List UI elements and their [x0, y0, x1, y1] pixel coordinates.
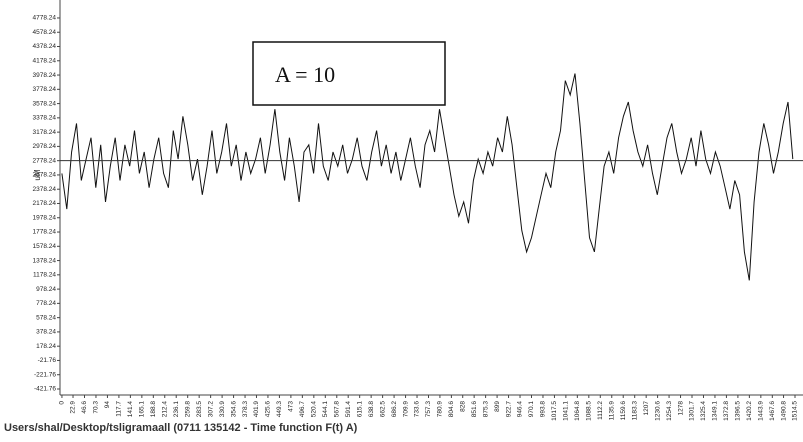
x-tick-label: 1017.5	[551, 401, 558, 421]
y-tick-label: 4778.24	[33, 15, 57, 22]
y-tick-label: 1978.24	[33, 214, 57, 221]
x-tick-label: 212.4	[161, 401, 168, 418]
x-tick-label: 46.6	[81, 401, 88, 414]
x-tick-label: 0	[59, 401, 66, 405]
x-tick-label: 1159.6	[620, 401, 627, 421]
x-tick-label: 1514.5	[792, 401, 799, 421]
x-tick-label: 1325.4	[700, 401, 707, 421]
y-tick-label: 1178.24	[33, 272, 56, 279]
x-tick-label: 1490.8	[780, 401, 787, 421]
x-tick-label: 1230.6	[654, 401, 661, 421]
x-tick-label: 236.1	[173, 401, 180, 418]
x-tick-label: 899	[494, 401, 501, 412]
x-tick-label: 401.9	[253, 401, 260, 418]
y-tick-label: 1578.24	[33, 243, 57, 250]
y-tick-label: 978.24	[36, 286, 56, 293]
x-tick-label: 188.8	[150, 401, 157, 418]
x-tick-label: 544.1	[322, 401, 329, 418]
y-tick-label: -21.76	[38, 357, 57, 364]
x-tick-label: 1112.2	[597, 401, 604, 420]
x-tick-label: 425.6	[265, 401, 272, 418]
y-tick-label: 2778.24	[33, 157, 57, 164]
y-tick-label: 2578.24	[33, 172, 57, 179]
x-tick-label: 141.4	[127, 401, 134, 418]
y-tick-label: 778.24	[36, 300, 56, 307]
x-tick-label: 780.9	[437, 401, 444, 418]
x-tick-label: 1396.5	[735, 401, 742, 421]
caption: Users/shal/Desktop/tsligramaall (0711 13…	[4, 422, 358, 434]
x-tick-label: 496.7	[299, 401, 306, 418]
x-tick-label: 165.1	[139, 401, 146, 418]
x-tick-label: 1254.3	[666, 401, 673, 421]
x-tick-label: 828	[459, 401, 466, 412]
x-tick-label: 22.9	[70, 401, 77, 414]
y-tick-label: 3978.24	[33, 72, 57, 79]
y-tick-label: 178.24	[36, 343, 56, 350]
x-tick-label: 70.3	[93, 401, 100, 414]
x-tick-label: 354.6	[230, 401, 237, 418]
x-tick-label: 473	[288, 401, 295, 412]
y-tick-label: -421.76	[34, 386, 56, 393]
y-tick-label: 4578.24	[33, 29, 57, 36]
x-tick-label: 449.3	[276, 401, 283, 418]
x-tick-label: 1064.8	[574, 401, 581, 421]
x-tick-label: 330.9	[219, 401, 226, 418]
x-tick-label: 567.8	[333, 401, 340, 418]
x-tick-label: 638.8	[368, 401, 375, 418]
x-tick-label: 970.1	[528, 401, 535, 418]
x-tick-label: 804.6	[448, 401, 455, 418]
y-tick-label: 3178.24	[33, 129, 57, 136]
x-tick-label: 757.3	[425, 401, 432, 418]
annotation-text: A = 10	[275, 62, 335, 87]
x-tick-label: 686.2	[391, 401, 398, 418]
x-tick-label: 1207	[643, 401, 650, 416]
x-tick-label: 1349.1	[712, 401, 719, 421]
x-tick-label: 520.4	[311, 401, 318, 418]
x-tick-label: 1183.3	[631, 401, 638, 421]
x-tick-label: 662.5	[379, 401, 386, 418]
y-axis-label: uM	[33, 169, 42, 180]
x-tick-label: 733.6	[414, 401, 421, 418]
series-line	[61, 73, 794, 281]
y-tick-label: 378.24	[36, 329, 56, 336]
x-tick-label: 259.8	[184, 401, 191, 418]
x-tick-label: 307.2	[207, 401, 214, 418]
y-tick-label: 2178.24	[33, 200, 57, 207]
x-tick-label: 993.8	[540, 401, 547, 418]
x-tick-label: 1443.9	[758, 401, 765, 421]
x-tick-label: 1041.1	[563, 401, 570, 421]
x-tick-label: 1135.9	[608, 401, 615, 421]
y-tick-label: 1378.24	[33, 257, 57, 264]
x-tick-label: 875.3	[482, 401, 489, 418]
x-tick-label: 117.7	[116, 401, 123, 417]
x-tick-label: 851.6	[471, 401, 478, 418]
x-tick-label: 591.4	[345, 401, 352, 418]
x-tick-label: 378.3	[242, 401, 249, 418]
y-tick-label: 2978.24	[33, 143, 57, 150]
y-tick-label: 3578.24	[33, 100, 57, 107]
x-tick-label: 615.1	[356, 401, 363, 418]
x-tick-label: 1278	[677, 401, 684, 416]
x-tick-label: 1088.5	[586, 401, 593, 421]
x-tick-label: 1420.2	[746, 401, 753, 421]
y-tick-label: 3778.24	[33, 86, 57, 93]
x-tick-label: 1372.8	[723, 401, 730, 421]
x-tick-label: 94	[104, 401, 111, 409]
x-tick-label: 1301.7	[689, 401, 696, 421]
x-tick-label: 1467.6	[769, 401, 776, 421]
x-tick-label: 283.5	[196, 401, 203, 418]
y-tick-label: 1778.24	[33, 229, 57, 236]
y-tick-label: 3378.24	[33, 115, 57, 122]
y-tick-label: 2378.24	[33, 186, 57, 193]
y-tick-label: 4178.24	[33, 57, 57, 64]
y-tick-label: 4378.24	[33, 43, 57, 50]
y-tick-label: 578.24	[36, 314, 56, 321]
annotation-box	[252, 41, 446, 106]
x-tick-label: 709.9	[402, 401, 409, 418]
x-tick-label: 922.7	[505, 401, 512, 418]
y-tick-label: -221.76	[34, 371, 56, 378]
x-tick-label: 946.4	[517, 401, 524, 418]
